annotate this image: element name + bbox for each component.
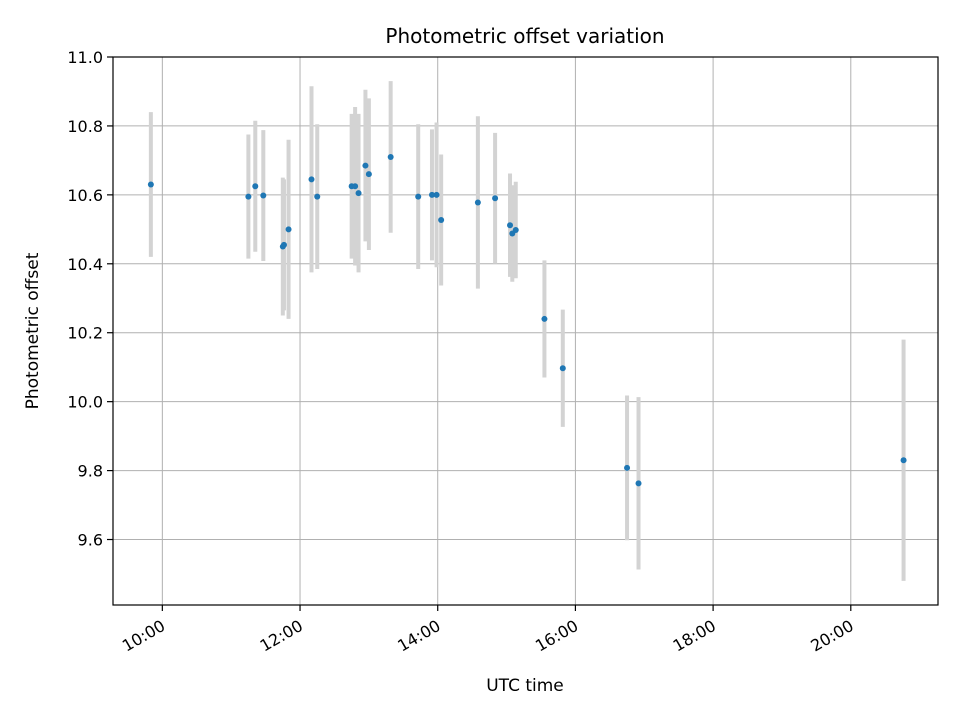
y-tick-label: 10.4 bbox=[67, 255, 103, 274]
data-point bbox=[415, 193, 422, 200]
data-point bbox=[438, 217, 445, 224]
y-tick-label: 10.8 bbox=[67, 117, 103, 136]
data-point bbox=[365, 171, 372, 178]
y-tick-label: 10.6 bbox=[67, 186, 103, 205]
data-point bbox=[285, 226, 292, 233]
data-point bbox=[492, 195, 499, 202]
data-point bbox=[900, 457, 907, 464]
y-tick-label: 10.0 bbox=[67, 393, 103, 412]
data-point bbox=[507, 222, 514, 229]
data-point bbox=[147, 181, 154, 188]
data-point bbox=[260, 192, 267, 199]
y-tick-label: 9.8 bbox=[78, 462, 103, 481]
chart-title: Photometric offset variation bbox=[385, 24, 664, 48]
data-point bbox=[314, 193, 321, 200]
x-axis-label: UTC time bbox=[486, 676, 564, 696]
data-point bbox=[512, 227, 519, 234]
data-point bbox=[559, 365, 566, 372]
data-point bbox=[428, 191, 435, 198]
data-point bbox=[352, 183, 359, 190]
data-point bbox=[308, 176, 315, 183]
y-axis-label: Photometric offset bbox=[23, 252, 43, 409]
data-point bbox=[280, 241, 287, 248]
data-point bbox=[362, 162, 369, 169]
data-point bbox=[252, 183, 259, 190]
data-point bbox=[541, 315, 548, 322]
plot-frame bbox=[112, 56, 939, 606]
data-points bbox=[147, 153, 907, 487]
data-point bbox=[433, 191, 440, 198]
y-tick-label: 11.0 bbox=[67, 48, 103, 67]
data-point bbox=[635, 480, 642, 487]
data-point bbox=[387, 153, 394, 160]
y-axis-ticks: 9.6 9.8 10.0 10.2 10.4 10.6 10.8 11.0 bbox=[67, 48, 113, 550]
data-point bbox=[355, 190, 362, 197]
data-point bbox=[245, 193, 252, 200]
data-point bbox=[624, 464, 631, 471]
y-tick-label: 9.6 bbox=[78, 531, 103, 550]
y-tick-label: 10.2 bbox=[67, 324, 103, 343]
data-point bbox=[474, 199, 481, 206]
